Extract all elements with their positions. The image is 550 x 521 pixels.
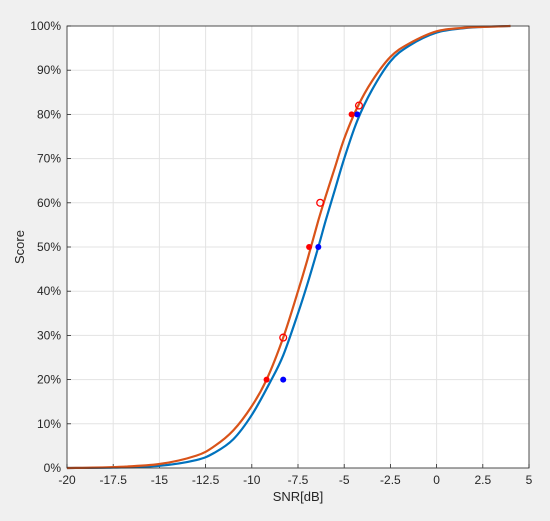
series-2-filled-marker (306, 244, 313, 250)
y-tick-label: 90% (37, 63, 61, 77)
x-tick-label: 2.5 (474, 473, 491, 487)
x-tick-label: -5 (339, 473, 350, 487)
series-1-filled-marker (315, 244, 322, 250)
series-2-open-marker (279, 333, 288, 342)
y-tick-label: 50% (37, 240, 61, 254)
x-tick-label: -20 (58, 473, 76, 487)
series-2-filled-marker (348, 111, 355, 118)
x-tick-label: -2.5 (380, 473, 401, 487)
x-axis-label: SNR[dB] (273, 489, 324, 504)
y-tick-label: 30% (37, 328, 61, 342)
x-tick-label: -10 (243, 473, 261, 487)
series-2-filled-marker (263, 376, 270, 383)
y-tick-label: 10% (37, 417, 61, 431)
y-tick-labels: 0% 10% 20% 30% 40% 50% 60% 70% 80% 90% 100% (30, 19, 61, 475)
x-tick-label: 0 (433, 473, 440, 487)
y-tick-label: 100% (30, 19, 61, 33)
x-tick-label: -15 (151, 473, 169, 487)
series-1-filled-marker (354, 111, 361, 118)
x-tick-label: -7.5 (288, 473, 309, 487)
series-2-open-marker (316, 198, 325, 207)
x-tick-label: -17.5 (100, 473, 128, 487)
y-tick-label: 40% (37, 284, 61, 298)
y-axis-label: Score (12, 230, 27, 264)
series-2-line (66, 24, 511, 470)
series-markers (263, 101, 364, 383)
y-tick-label: 0% (44, 461, 62, 475)
y-tick-label: 20% (37, 373, 61, 387)
plot-frame (66, 25, 530, 469)
y-tick-label: 70% (37, 152, 61, 166)
series-1-filled-marker (280, 376, 287, 383)
x-tick-labels: -20 -17.5 -15 -12.5 -10 -7.5 -5 -2.5 0 2.5 5 (58, 473, 532, 487)
y-tick-label: 60% (37, 196, 61, 210)
x-tick-label: 5 (526, 473, 533, 487)
series-2-open-marker (354, 101, 364, 110)
x-tick-label: -12.5 (192, 473, 220, 487)
y-tick-label: 80% (37, 107, 61, 121)
